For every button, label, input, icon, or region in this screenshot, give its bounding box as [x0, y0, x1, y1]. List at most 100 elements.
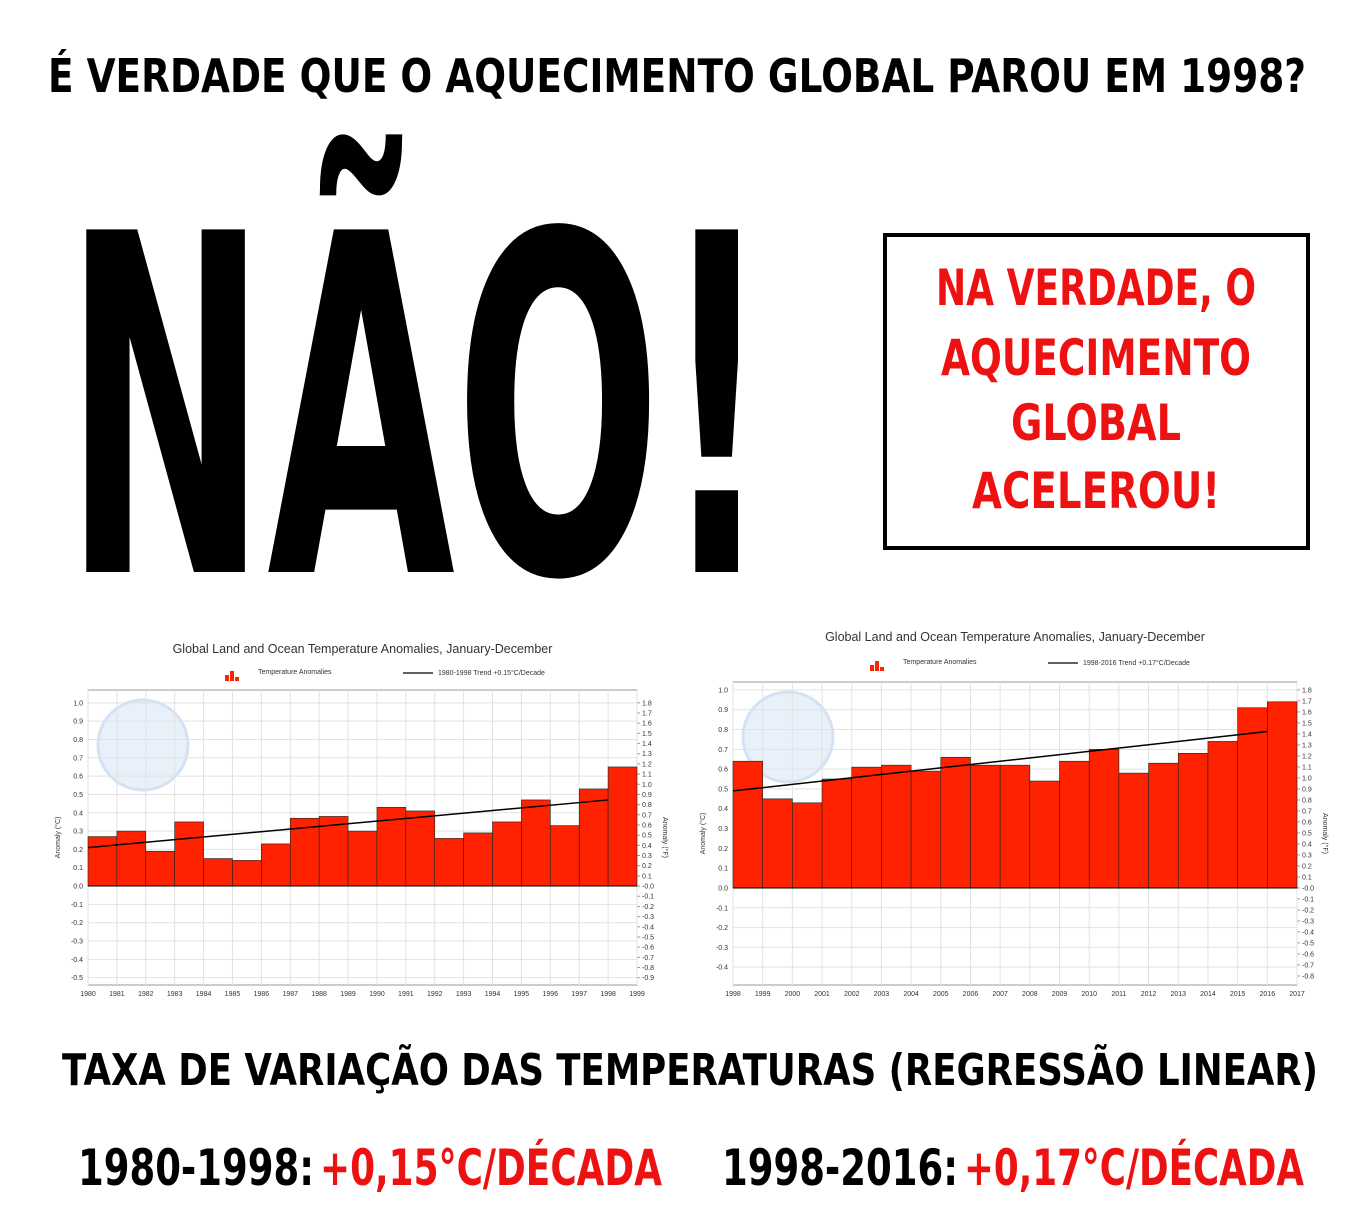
- x-tick-label: 1998: [725, 991, 741, 998]
- bar: [405, 810, 436, 887]
- y-tick-label: 0.0: [718, 885, 728, 892]
- y-tick-label: 0.5: [73, 792, 83, 799]
- y2-tick-label: -0.7: [1302, 962, 1314, 969]
- bar: [940, 756, 971, 889]
- y2-axis-label: Anomaly (°F): [661, 817, 669, 858]
- bar: [732, 760, 763, 889]
- y-tick-label: 0.1: [73, 865, 83, 872]
- y2-tick-label: 0.8: [642, 802, 652, 809]
- y2-tick-label: 0.2: [642, 863, 652, 870]
- bar: [492, 821, 522, 887]
- y-tick-label: 0.6: [73, 774, 83, 781]
- bar: [607, 766, 638, 887]
- y-tick-label: 1.0: [73, 700, 83, 707]
- legend-swatch: [875, 661, 879, 671]
- x-tick-label: 1995: [514, 991, 530, 998]
- bar: [463, 832, 493, 887]
- y-tick-label: -0.3: [71, 939, 83, 946]
- y2-tick-label: 0.7: [642, 812, 652, 819]
- y2-tick-label: -0.4: [642, 924, 654, 931]
- chart-title: Global Land and Ocean Temperature Anomal…: [825, 630, 1205, 644]
- y2-tick-label: 0.5: [642, 833, 652, 840]
- x-tick-label: 1989: [340, 991, 356, 998]
- y2-tick-label: 1.8: [1302, 687, 1312, 694]
- y-tick-label: 0.9: [73, 719, 83, 726]
- y2-tick-label: 0.9: [1302, 786, 1312, 793]
- y-tick-label: 0.7: [718, 747, 728, 754]
- answer: NÃO!: [64, 131, 772, 683]
- y2-tick-label: -0.4: [1302, 929, 1314, 936]
- y2-tick-label: -0.8: [642, 965, 654, 972]
- bar: [792, 802, 823, 889]
- x-tick-label: 2002: [844, 991, 860, 998]
- bar: [1059, 760, 1090, 889]
- bar: [232, 860, 262, 887]
- chart-title: Global Land and Ocean Temperature Anomal…: [173, 642, 553, 656]
- y2-tick-label: 0.1: [1302, 874, 1312, 881]
- x-tick-label: 2016: [1260, 991, 1276, 998]
- question: É VERDADE QUE O AQUECIMENTO GLOBAL PAROU…: [48, 49, 1306, 103]
- bar: [1088, 749, 1120, 889]
- y2-tick-label: 1.7: [642, 711, 652, 718]
- legend-label: Temperature Anomalies: [903, 659, 977, 666]
- bar: [174, 821, 204, 887]
- y2-tick-label: -0.0: [642, 884, 654, 891]
- x-tick-label: 2009: [1052, 991, 1068, 998]
- bar: [347, 830, 378, 887]
- y-tick-label: -0.1: [71, 902, 83, 909]
- y2-tick-label: 1.5: [1302, 720, 1312, 727]
- bar: [1237, 707, 1268, 889]
- x-tick-label: 1993: [456, 991, 472, 998]
- bar: [851, 766, 882, 889]
- y2-tick-label: 1.1: [642, 772, 652, 779]
- y-tick-label: 0.3: [718, 826, 728, 833]
- y-tick-label: 0.1: [718, 866, 728, 873]
- y2-tick-label: 1.2: [1302, 753, 1312, 760]
- bar: [821, 778, 853, 889]
- x-tick-label: 1991: [398, 991, 414, 998]
- y2-tick-label: -0.5: [642, 934, 654, 941]
- y2-tick-label: 0.2: [1302, 863, 1312, 870]
- y2-tick-label: 1.8: [642, 700, 652, 707]
- y2-tick-label: -0.0: [1302, 885, 1314, 892]
- y2-tick-label: -0.5: [1302, 940, 1314, 947]
- y2-tick-label: 0.1: [642, 873, 652, 880]
- y2-tick-label: 0.5: [1302, 830, 1312, 837]
- y2-tick-label: 0.3: [642, 853, 652, 860]
- x-tick-label: 1981: [109, 991, 125, 998]
- bar: [289, 817, 320, 887]
- y2-axis-label: Anomaly (°F): [1321, 813, 1329, 854]
- y2-tick-label: 1.7: [1302, 698, 1312, 705]
- logo: [741, 690, 835, 784]
- x-tick-label: 1999: [755, 991, 771, 998]
- y2-tick-label: 1.0: [1302, 775, 1312, 782]
- legend-swatch: [870, 665, 874, 671]
- period: 1998-2016:: [722, 1139, 958, 1197]
- y2-tick-label: -0.6: [642, 945, 654, 952]
- y2-tick-label: -0.7: [642, 955, 654, 962]
- bar: [550, 825, 580, 887]
- bar: [970, 764, 1001, 889]
- legend-label: Temperature Anomalies: [258, 669, 332, 676]
- footer-heading: TAXA DE VARIAÇÃO DAS TEMPERATURAS (REGRE…: [62, 1043, 1318, 1096]
- legend-swatch: [230, 671, 234, 681]
- y2-tick-label: -0.3: [1302, 918, 1314, 925]
- y2-tick-label: -0.1: [1302, 896, 1314, 903]
- y2-tick-label: 1.0: [642, 782, 652, 789]
- y-tick-label: 0.5: [718, 786, 728, 793]
- y-tick-label: 0.2: [73, 847, 83, 854]
- y2-tick-label: 0.9: [642, 792, 652, 799]
- y2-tick-label: 0.4: [642, 843, 652, 850]
- legend-swatch: [880, 667, 884, 671]
- callout-line: NA VERDADE, O: [936, 259, 1256, 317]
- y2-tick-label: 1.3: [1302, 742, 1312, 749]
- y-axis-label: Anomaly (°C): [54, 817, 62, 859]
- rate: +0,17°C/DÉCADA: [964, 1138, 1304, 1197]
- y2-tick-label: -0.6: [1302, 951, 1314, 958]
- x-tick-label: 2000: [785, 991, 801, 998]
- y2-tick-label: 0.6: [642, 822, 652, 829]
- bar: [881, 764, 912, 889]
- bar: [1207, 741, 1238, 889]
- y-tick-label: 0.4: [73, 810, 83, 817]
- x-tick-label: 1985: [225, 991, 241, 998]
